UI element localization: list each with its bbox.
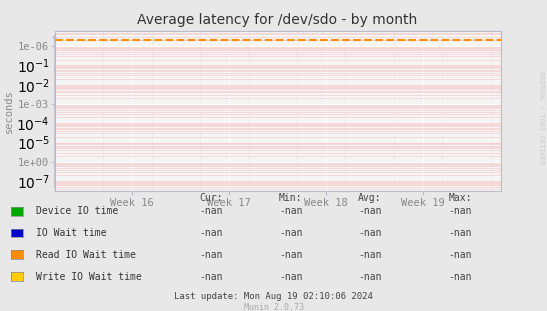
Text: RRDTOOL / TOBI OETIKER: RRDTOOL / TOBI OETIKER bbox=[538, 72, 544, 165]
Text: Write IO Wait time: Write IO Wait time bbox=[36, 272, 141, 282]
Text: -nan: -nan bbox=[358, 250, 382, 260]
Text: -nan: -nan bbox=[358, 207, 382, 216]
Text: -nan: -nan bbox=[200, 250, 223, 260]
Text: -nan: -nan bbox=[279, 272, 302, 282]
Text: Device IO time: Device IO time bbox=[36, 207, 118, 216]
Text: -nan: -nan bbox=[200, 272, 223, 282]
Text: -nan: -nan bbox=[449, 272, 472, 282]
Text: -nan: -nan bbox=[200, 207, 223, 216]
Text: -nan: -nan bbox=[358, 272, 382, 282]
Y-axis label: seconds: seconds bbox=[4, 89, 14, 133]
Text: -nan: -nan bbox=[279, 207, 302, 216]
Text: -nan: -nan bbox=[279, 250, 302, 260]
Text: Min:: Min: bbox=[279, 193, 302, 202]
Text: Last update: Mon Aug 19 02:10:06 2024: Last update: Mon Aug 19 02:10:06 2024 bbox=[174, 292, 373, 300]
Text: Cur:: Cur: bbox=[200, 193, 223, 202]
Text: Avg:: Avg: bbox=[358, 193, 382, 202]
Text: -nan: -nan bbox=[358, 228, 382, 238]
Text: IO Wait time: IO Wait time bbox=[36, 228, 106, 238]
Text: Munin 2.0.73: Munin 2.0.73 bbox=[243, 304, 304, 311]
Text: Read IO Wait time: Read IO Wait time bbox=[36, 250, 136, 260]
Text: Max:: Max: bbox=[449, 193, 472, 202]
Text: -nan: -nan bbox=[449, 228, 472, 238]
Title: Average latency for /dev/sdo - by month: Average latency for /dev/sdo - by month bbox=[137, 13, 418, 27]
Text: -nan: -nan bbox=[200, 228, 223, 238]
Text: -nan: -nan bbox=[449, 250, 472, 260]
Text: -nan: -nan bbox=[449, 207, 472, 216]
Text: -nan: -nan bbox=[279, 228, 302, 238]
